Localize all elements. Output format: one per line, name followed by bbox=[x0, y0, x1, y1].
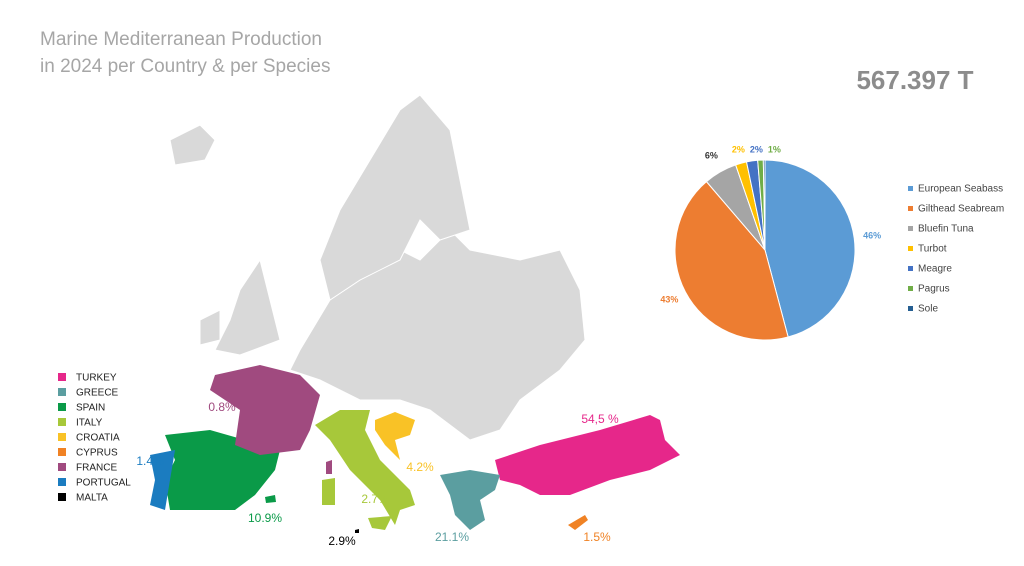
legend-swatch bbox=[58, 418, 66, 426]
pie-label: 2% bbox=[750, 144, 763, 154]
title-line: Marine Mediterranean Production bbox=[40, 29, 322, 50]
country-shape bbox=[315, 410, 415, 525]
legend-swatch bbox=[58, 478, 66, 486]
country-label: 1.4% bbox=[136, 454, 164, 468]
country-label: 4.2% bbox=[406, 460, 434, 474]
country-shape bbox=[322, 478, 335, 505]
country-shape bbox=[265, 495, 276, 503]
legend-swatch bbox=[908, 266, 913, 271]
pie-slice bbox=[762, 159, 766, 251]
legend-label: CYPRUS bbox=[76, 448, 118, 459]
land bbox=[169, 124, 216, 166]
pie-label: 1% bbox=[768, 144, 781, 154]
country-shape bbox=[210, 365, 320, 455]
legend-swatch bbox=[58, 388, 66, 396]
legend-label: Pagrus bbox=[918, 284, 950, 295]
base-map bbox=[169, 94, 586, 441]
country-label: 2.9% bbox=[328, 534, 356, 548]
country-label: 0.8% bbox=[208, 400, 236, 414]
legend-swatch bbox=[908, 306, 913, 311]
country-shape bbox=[150, 450, 175, 510]
country-label: 2.7% bbox=[361, 492, 389, 506]
title-line: in 2024 per Country & per Species bbox=[40, 56, 330, 77]
pie-label: 6% bbox=[705, 151, 718, 161]
country-shape bbox=[568, 515, 588, 530]
legend-swatch bbox=[58, 403, 66, 411]
legend-swatch bbox=[58, 373, 66, 381]
legend-swatch bbox=[58, 463, 66, 471]
country-shape bbox=[326, 460, 332, 474]
land bbox=[319, 94, 471, 301]
legend-label: CROATIA bbox=[76, 433, 120, 444]
legend-label: FRANCE bbox=[76, 463, 117, 474]
country-shape bbox=[375, 412, 415, 460]
legend-swatch bbox=[908, 226, 913, 231]
legend-label: Bluefin Tuna bbox=[918, 224, 974, 235]
country-shape bbox=[368, 516, 392, 530]
country-label: 54,5 % bbox=[581, 412, 619, 426]
country-shape bbox=[495, 415, 680, 495]
legend-swatch bbox=[908, 246, 913, 251]
legend-label: GREECE bbox=[76, 388, 119, 399]
legend-label: MALTA bbox=[76, 493, 108, 504]
legend-label: European Seabass bbox=[918, 184, 1003, 195]
legend-swatch bbox=[908, 286, 913, 291]
country-shape bbox=[440, 470, 500, 530]
pie-slice bbox=[674, 180, 789, 341]
land bbox=[199, 309, 221, 346]
legend-swatch bbox=[58, 433, 66, 441]
pie-label: 43% bbox=[660, 295, 678, 305]
pie-label: 2% bbox=[732, 144, 745, 154]
pie-slice bbox=[764, 159, 856, 338]
legend-label: TURKEY bbox=[76, 373, 117, 384]
country-label: 1.5% bbox=[583, 530, 611, 544]
legend-swatch bbox=[908, 206, 913, 211]
legend-swatch bbox=[908, 186, 913, 191]
legend-label: Sole bbox=[918, 304, 938, 315]
legend-label: ITALY bbox=[76, 418, 103, 429]
legend-label: SPAIN bbox=[76, 403, 105, 414]
country-label: 10.9% bbox=[248, 511, 282, 525]
legend-label: Turbot bbox=[918, 244, 947, 255]
legend-label: Meagre bbox=[918, 264, 952, 275]
legend-swatch bbox=[58, 493, 66, 501]
land bbox=[214, 258, 281, 356]
pie-label: 46% bbox=[863, 230, 881, 240]
country-shape bbox=[355, 529, 359, 533]
country-label: 21.1% bbox=[435, 530, 469, 544]
legend-label: PORTUGAL bbox=[76, 478, 131, 489]
total: 567.397 T bbox=[856, 65, 973, 95]
legend-swatch bbox=[58, 448, 66, 456]
legend-label: Gilthead Seabream bbox=[918, 204, 1004, 215]
